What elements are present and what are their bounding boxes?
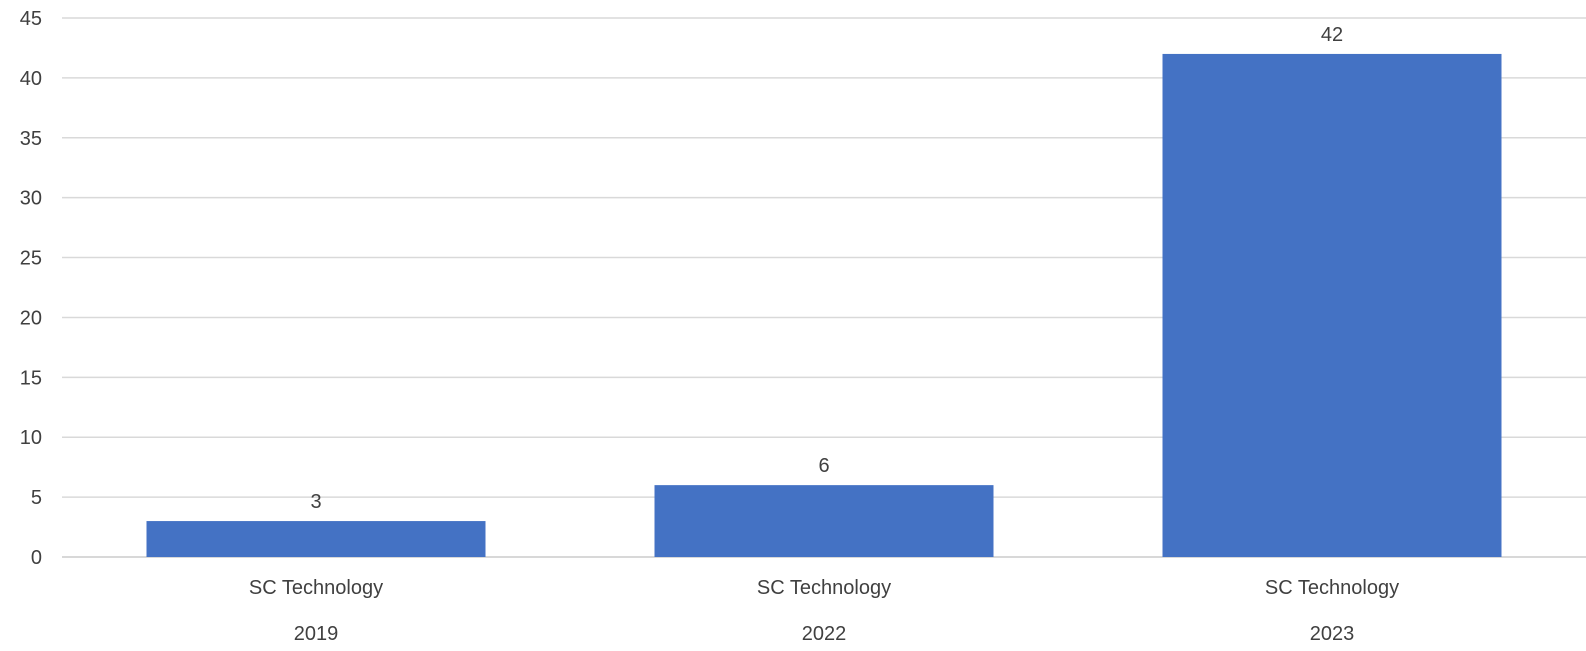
x-category-label: SC Technology <box>249 577 383 599</box>
bar <box>655 485 994 557</box>
y-tick-label: 45 <box>20 8 42 30</box>
y-tick-label: 40 <box>20 68 42 90</box>
x-axis: SC Technology 2019 SC Technology 2022 SC Tec… <box>249 577 1399 645</box>
y-axis: 0 5 10 15 20 25 30 35 40 45 <box>20 8 42 569</box>
x-group-label: 2022 <box>802 623 847 645</box>
bars <box>147 54 1502 557</box>
y-tick-label: 5 <box>31 487 42 509</box>
y-tick-label: 25 <box>20 248 42 270</box>
x-group-label: 2019 <box>294 623 339 645</box>
bar <box>147 521 486 557</box>
x-group-label: 2023 <box>1310 623 1355 645</box>
data-label: 6 <box>818 455 829 477</box>
bar <box>1163 54 1502 557</box>
y-tick-label: 15 <box>20 367 42 389</box>
data-label: 3 <box>310 491 321 513</box>
x-category-label: SC Technology <box>757 577 891 599</box>
y-tick-label: 30 <box>20 188 42 210</box>
x-category-label: SC Technology <box>1265 577 1399 599</box>
y-tick-label: 0 <box>31 547 42 569</box>
y-tick-label: 35 <box>20 128 42 150</box>
data-label: 42 <box>1321 24 1343 46</box>
y-tick-label: 10 <box>20 427 42 449</box>
y-tick-label: 20 <box>20 307 42 329</box>
